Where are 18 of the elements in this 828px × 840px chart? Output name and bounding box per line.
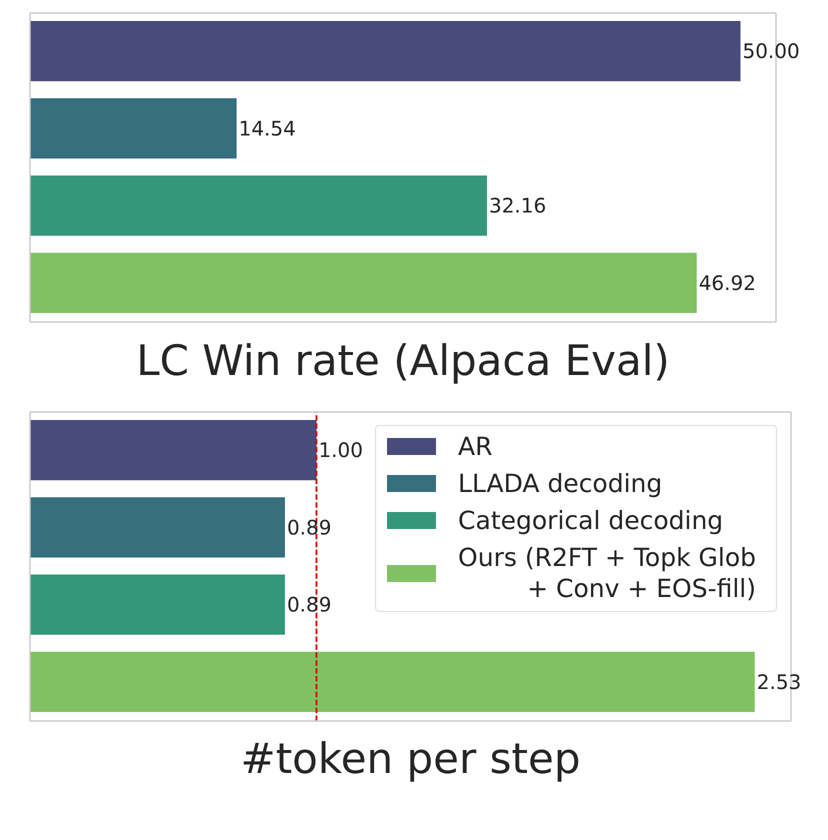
data-label: 46.92: [698, 270, 756, 295]
legend-label: LLADA decoding: [458, 468, 662, 499]
data-label: 2.53: [756, 670, 802, 694]
x-axis-title: #token per step: [240, 734, 582, 782]
data-label: 1.00: [318, 438, 363, 462]
bar: [30, 252, 697, 314]
data-label: 50.00: [742, 39, 800, 64]
bar: [30, 21, 740, 82]
legend-label: Ours (R2FT + Topk Glob + Conv + EOS-fill): [458, 542, 756, 604]
data-label: 0.89: [286, 592, 332, 617]
bar: [30, 176, 487, 236]
bar: [30, 98, 237, 159]
data-label: 14.54: [238, 116, 296, 140]
data-label: 0.89: [286, 515, 332, 540]
x-axis-title: LC Win rate (Alpaca Eval): [135, 336, 671, 384]
legend-label: Categorical decoding: [458, 505, 724, 536]
legend-label: AR: [458, 431, 493, 462]
data-label: 32.16: [488, 194, 546, 218]
